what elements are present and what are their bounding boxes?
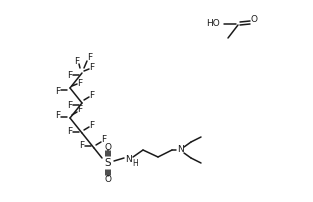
Text: N: N — [177, 145, 183, 155]
Text: F: F — [77, 79, 83, 87]
Text: F: F — [87, 54, 93, 62]
Text: F: F — [55, 112, 60, 121]
Text: F: F — [77, 105, 83, 115]
Text: H: H — [132, 159, 138, 167]
Text: F: F — [55, 86, 60, 96]
Text: N: N — [126, 155, 132, 163]
Text: F: F — [90, 90, 95, 100]
Text: F: F — [67, 126, 73, 136]
Text: O: O — [105, 176, 111, 184]
Text: F: F — [74, 57, 80, 65]
Text: F: F — [90, 63, 95, 73]
Text: O: O — [250, 16, 258, 24]
Text: F: F — [80, 141, 85, 149]
Text: F: F — [67, 101, 73, 110]
Text: O: O — [105, 142, 111, 152]
Text: S: S — [105, 158, 111, 168]
Text: F: F — [101, 136, 106, 144]
Text: HO: HO — [206, 20, 220, 28]
Text: F: F — [67, 72, 73, 81]
Text: F: F — [90, 121, 95, 129]
